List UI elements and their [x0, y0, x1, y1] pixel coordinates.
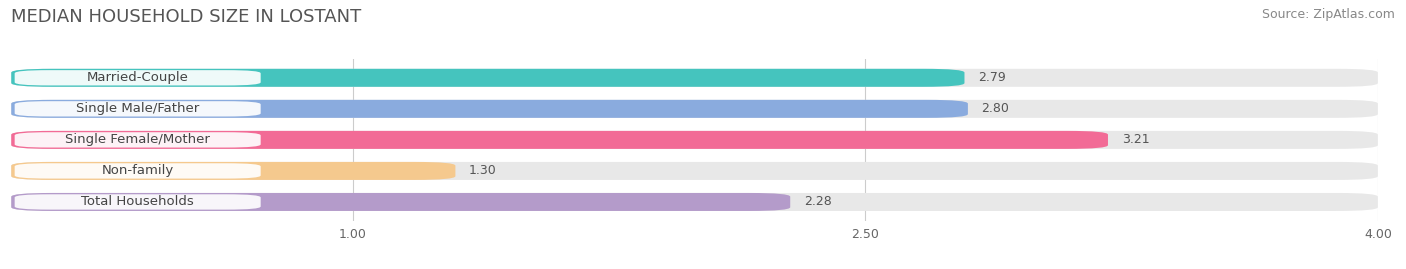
Text: Source: ZipAtlas.com: Source: ZipAtlas.com [1261, 8, 1395, 21]
FancyBboxPatch shape [11, 131, 1378, 149]
FancyBboxPatch shape [11, 69, 1378, 87]
Text: Married-Couple: Married-Couple [87, 71, 188, 84]
Text: 1.30: 1.30 [470, 164, 496, 178]
Text: 3.21: 3.21 [1122, 133, 1149, 146]
Text: Single Male/Father: Single Male/Father [76, 102, 200, 115]
FancyBboxPatch shape [14, 132, 260, 147]
Text: Total Households: Total Households [82, 196, 194, 208]
FancyBboxPatch shape [11, 131, 1108, 149]
Text: Non-family: Non-family [101, 164, 174, 178]
Text: 2.28: 2.28 [804, 196, 831, 208]
FancyBboxPatch shape [11, 69, 965, 87]
Text: 2.80: 2.80 [981, 102, 1010, 115]
FancyBboxPatch shape [11, 193, 790, 211]
FancyBboxPatch shape [11, 100, 1378, 118]
FancyBboxPatch shape [14, 194, 260, 210]
FancyBboxPatch shape [11, 100, 967, 118]
Text: Single Female/Mother: Single Female/Mother [65, 133, 209, 146]
Text: 2.79: 2.79 [979, 71, 1005, 84]
FancyBboxPatch shape [14, 101, 260, 116]
FancyBboxPatch shape [11, 162, 1378, 180]
FancyBboxPatch shape [11, 162, 456, 180]
FancyBboxPatch shape [11, 193, 1378, 211]
FancyBboxPatch shape [14, 163, 260, 179]
FancyBboxPatch shape [14, 70, 260, 86]
Text: MEDIAN HOUSEHOLD SIZE IN LOSTANT: MEDIAN HOUSEHOLD SIZE IN LOSTANT [11, 8, 361, 26]
